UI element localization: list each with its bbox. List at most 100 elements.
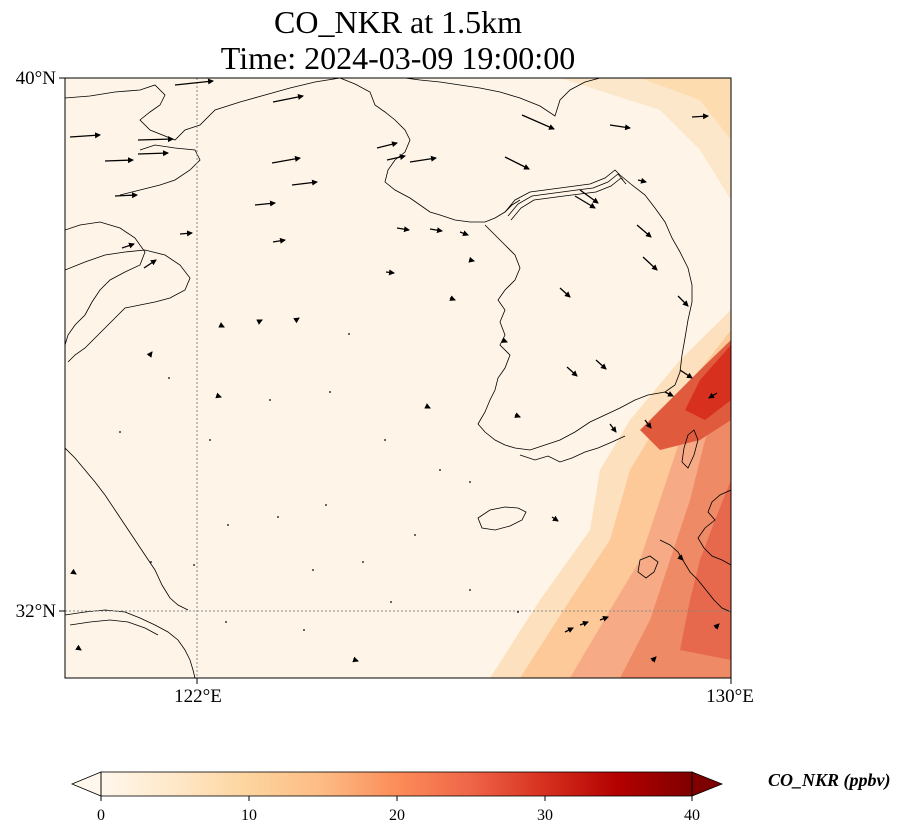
wind-arrow-calm [227,524,229,526]
lon-label-122: 122°E [174,686,222,707]
colorbar-tick-10: 10 [241,807,257,824]
wind-arrow [143,259,157,269]
coastline-china-central [65,447,189,611]
border-china-korea-3 [510,177,627,221]
axis-ticks [59,77,732,684]
wind-arrow [271,155,301,164]
wind-arrow [272,237,286,244]
wind-arrow [514,412,521,418]
plume-northeast-inner [640,78,731,140]
map-title: CO_NKR at 1.5km [274,4,522,40]
yangtze-estuary-2 [69,619,159,636]
wind-arrow [609,423,617,433]
coastline-korea-north [404,78,601,117]
wind-arrow [677,554,684,561]
coastline-korea-east [619,174,693,396]
wind-arrow-calm [348,333,350,335]
wind-arrow [579,620,589,627]
lon-label-130: 130°E [706,686,754,707]
wind-arrow-calm [469,481,471,483]
wind-arrow [104,157,134,164]
wind-arrow [636,224,652,238]
wind-arrow [215,392,222,399]
wind-arrow-calm [193,564,195,566]
wind-arrow-calm [303,629,305,631]
coastlines [65,78,731,678]
wind-arrow [449,295,456,301]
wind-arrow [609,124,631,131]
wind-arrow [256,319,263,325]
coastline-china-east [65,221,146,346]
wind-arrow [174,78,214,86]
wind-arrow [179,230,193,237]
wind-arrow [691,113,709,120]
coastline-shandong [65,249,191,363]
wind-arrow-calm [312,569,314,571]
wind-arrow [574,195,596,209]
wind-arrow [272,94,304,103]
lat-label-40: 40°N [16,68,57,89]
wind-arrow [121,242,135,249]
wind-arrow [146,351,153,358]
wind-arrow [551,515,559,522]
wind-arrow [75,644,82,651]
wind-arrow [293,317,300,324]
wind-arrow [459,230,469,237]
colorbar-ticks [100,796,693,801]
plume-high-coast [640,340,731,450]
wind-arrow-calm [414,534,416,536]
wind-arrow [677,295,689,307]
plume-peak [685,345,731,420]
wind-arrow [650,656,657,663]
wind-arrow [468,256,475,263]
wind-arrow [69,132,101,139]
wind-arrow [396,226,410,233]
wind-arrow [424,403,431,409]
wind-arrow-calm [269,399,271,401]
wind-arrow [70,568,77,575]
tsushima [681,429,699,469]
wind-arrow [501,337,508,343]
gridlines [65,78,731,678]
coastline-korea-west [477,224,649,451]
wind-arrow [504,156,530,170]
korea-south-islands [519,435,626,463]
wind-arrow-calm [384,439,386,441]
goto-islands [637,555,659,579]
coastline-bohai-west [119,144,201,196]
wind-arrow [409,155,437,163]
wind-arrow [664,391,674,397]
wind-arrow-calm [329,391,331,393]
colorbar-tick-0: 0 [97,807,105,824]
concentration-field [65,78,731,678]
wind-arrow [114,192,138,199]
wind-arrow [291,179,318,186]
wind-arrow [521,114,555,130]
wind-arrow-calm [325,504,327,506]
wind-arrow [713,623,720,630]
wind-arrow-calm [390,601,392,603]
wind-arrow [429,227,443,234]
wind-arrow [579,189,599,204]
jeju-island [477,506,527,531]
wind-arrow [254,200,276,207]
wind-arrow [708,392,718,399]
wind-arrow [352,656,359,663]
map-time-label: Time: 2024-03-09 19:00:00 [220,40,576,76]
colorbar-tick-40: 40 [684,807,700,824]
wind-arrow-calm [439,469,441,471]
border-china-korea-2 [507,173,624,217]
wind-arrow-calm [277,516,279,518]
wind-arrow-calm [517,611,519,613]
wind-arrow [644,419,652,429]
wind-arrow-calm [119,431,121,433]
wind-arrow-calm [168,377,170,379]
wind-arrow-calm [362,561,364,563]
map-frame [64,77,732,679]
colorbar-label: CO_NKR (ppbv) [768,770,891,790]
colorbar: 0 10 20 30 40 [70,771,724,824]
yangtze-estuary [65,609,196,678]
colorbar-extend-max [691,771,724,797]
plume-northeast [560,78,731,200]
wind-arrow [679,369,693,379]
